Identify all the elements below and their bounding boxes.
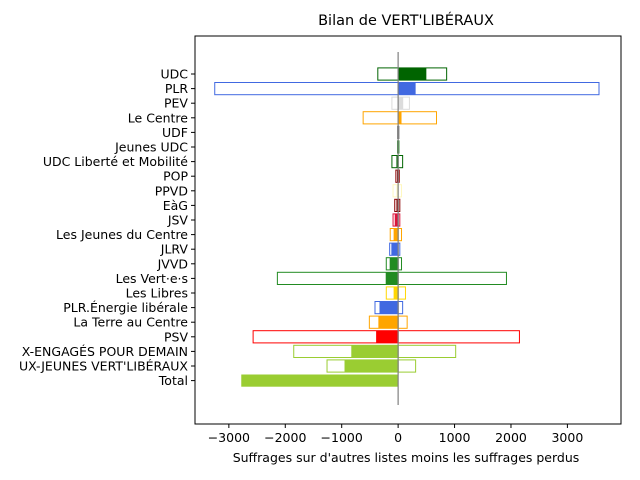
bar-net (396, 155, 399, 168)
bar-net (398, 82, 416, 95)
y-tick-label: PLR (165, 81, 189, 96)
x-tick-label: 0 (394, 430, 402, 445)
bar-gain (397, 315, 408, 329)
bar-gain (397, 111, 437, 125)
x-tick-label: −2000 (264, 430, 306, 445)
y-tick-label: X-ENGAGÉS POUR DEMAIN (22, 344, 188, 359)
bar-net (379, 301, 399, 314)
y-tick-label: Le Centre (128, 110, 189, 125)
y-tick-label: Total (158, 373, 188, 388)
bar-gain (397, 271, 507, 285)
y-tick-label: PPVD (155, 183, 188, 198)
bar-loss (276, 271, 399, 285)
bar-loss (362, 111, 399, 125)
y-tick-label: Les Libres (126, 286, 188, 301)
x-tick-label: 3000 (551, 430, 583, 445)
y-tick-label: UDF (162, 125, 188, 140)
bar-net (393, 286, 399, 300)
x-axis: −3000 −2000 −1000 0 1000 2000 3000 (208, 424, 583, 445)
bar-net (398, 67, 427, 81)
x-tick-label: −1000 (321, 430, 363, 445)
x-axis-label: Suffrages sur d'autres listes moins les … (233, 450, 580, 465)
y-tick-label: Les Jeunes du Centre (56, 227, 188, 242)
bar-net (398, 111, 402, 124)
bar-net (396, 184, 399, 197)
bar-net (378, 316, 399, 329)
y-tick-label: JVVD (157, 256, 188, 271)
y-tick-label: UX-JEUNES VERT'LIBÉRAUX (19, 359, 188, 374)
bar-gain (397, 286, 406, 300)
y-tick-label: PSV (164, 329, 188, 344)
plot-area (214, 52, 600, 405)
plot-frame (194, 35, 622, 425)
chart-title: Bilan de VERT'LIBÉRAUX (318, 12, 494, 29)
y-tick-label: JSV (167, 213, 189, 228)
bar-gain (397, 330, 520, 344)
bar-net (398, 97, 404, 110)
x-tick-label: −3000 (208, 430, 250, 445)
bar-gain (397, 359, 417, 373)
bar-net (241, 374, 399, 387)
bar-loss (391, 96, 399, 110)
bar-net (396, 199, 399, 212)
x-tick-label: 2000 (495, 430, 527, 445)
y-tick-label: Les Vert·e·s (116, 271, 188, 286)
y-tick-label: PLR.Énergie libérale (63, 300, 188, 315)
bar-loss (377, 67, 399, 81)
y-tick-label: La Terre au Centre (73, 315, 188, 330)
x-tick-label: 1000 (439, 430, 471, 445)
bar-gain (397, 344, 457, 358)
bar-net (376, 330, 399, 343)
y-tick-label: EàG (163, 198, 188, 213)
bar-net (344, 359, 399, 373)
bar-loss (214, 82, 399, 96)
y-tick-label: UDC (160, 67, 188, 82)
bar-gain (397, 82, 600, 96)
bar-net (389, 257, 399, 270)
bar-net (393, 228, 399, 241)
y-tick-label: POP (163, 169, 188, 184)
bar-gain (397, 155, 404, 169)
y-tick-label: JLRV (160, 242, 189, 257)
y-tick-label: PEV (164, 96, 188, 111)
bar-net (391, 243, 399, 256)
y-tick-label: Jeunes UDC (114, 140, 188, 155)
bar-gain (397, 301, 404, 315)
bar-net (385, 272, 399, 285)
bar-net (394, 213, 399, 227)
y-tick-label: UDC Liberté et Mobilité (43, 154, 188, 169)
bar-net (351, 345, 399, 358)
